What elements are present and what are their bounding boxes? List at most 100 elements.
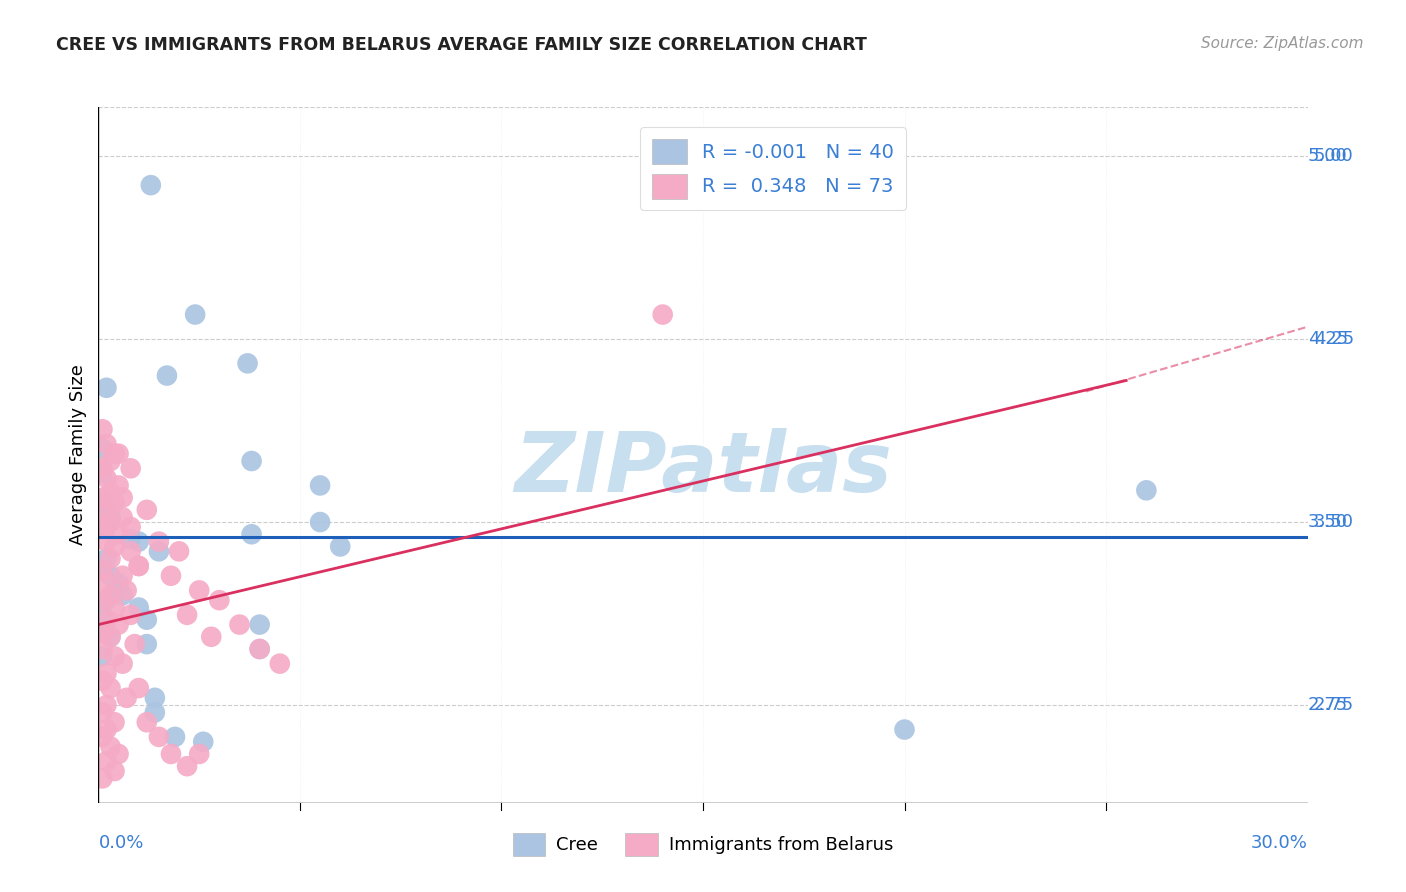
Point (160, 747, 183, 761)
Point (135, 637, 157, 651)
Point (188, 583, 211, 598)
Point (143, 706, 166, 720)
Point (156, 368, 179, 383)
Point (148, 730, 170, 744)
Point (96, 613, 118, 627)
Point (249, 642, 271, 657)
Point (249, 642, 271, 657)
Point (103, 649, 125, 664)
Point (120, 544, 142, 558)
Point (240, 454, 263, 468)
Point (96, 471, 118, 485)
Point (100, 515, 122, 529)
Point (167, 544, 190, 558)
Point (103, 447, 125, 461)
Point (91, 649, 114, 664)
Point (96, 520, 118, 534)
Point (96, 381, 118, 395)
Point (100, 454, 122, 468)
Point (91, 491, 114, 505)
Point (1135, 483, 1157, 498)
Point (91, 706, 114, 720)
Point (111, 588, 134, 602)
Point (96, 593, 118, 607)
Point (236, 356, 259, 370)
Point (269, 657, 291, 671)
Point (96, 754, 118, 768)
Text: 2.75: 2.75 (1308, 696, 1348, 714)
Point (91, 564, 114, 578)
Point (128, 559, 150, 574)
Point (96, 437, 118, 451)
Point (240, 527, 263, 541)
Point (100, 739, 122, 754)
Point (135, 715, 157, 730)
Legend: Cree, Immigrants from Belarus: Cree, Immigrants from Belarus (506, 826, 900, 863)
Point (128, 559, 150, 574)
Point (651, 308, 673, 322)
Text: ZIPatlas: ZIPatlas (515, 428, 891, 509)
Point (107, 527, 129, 541)
Point (91, 461, 114, 475)
Point (91, 495, 114, 509)
Text: 0.0%: 0.0% (98, 834, 143, 852)
Point (100, 588, 122, 602)
Text: 30.0%: 30.0% (1251, 834, 1308, 852)
Point (163, 730, 186, 744)
Point (200, 630, 222, 644)
Point (103, 495, 125, 509)
Point (96, 624, 118, 639)
Point (100, 551, 122, 566)
Point (309, 515, 332, 529)
Point (91, 624, 114, 639)
Point (103, 764, 125, 778)
Point (96, 723, 118, 737)
Point (107, 576, 129, 591)
Point (148, 544, 170, 558)
Point (100, 630, 122, 644)
Point (128, 600, 150, 615)
Point (96, 576, 118, 591)
Point (96, 503, 118, 517)
Point (184, 308, 207, 322)
Point (91, 772, 114, 786)
Text: CREE VS IMMIGRANTS FROM BELARUS AVERAGE FAMILY SIZE CORRELATION CHART: CREE VS IMMIGRANTS FROM BELARUS AVERAGE … (56, 36, 868, 54)
Point (91, 730, 114, 744)
Point (309, 478, 332, 492)
Point (107, 747, 129, 761)
Point (188, 747, 211, 761)
Point (111, 491, 134, 505)
Point (115, 583, 138, 598)
Point (176, 607, 198, 622)
Text: 5.00: 5.00 (1308, 147, 1347, 165)
Text: 3.50: 3.50 (1308, 513, 1347, 531)
Point (100, 681, 122, 695)
Point (100, 485, 122, 500)
Point (228, 617, 250, 632)
Point (128, 534, 150, 549)
Point (143, 690, 166, 705)
Point (111, 657, 134, 671)
Point (91, 593, 114, 607)
Point (91, 673, 114, 688)
Point (91, 442, 114, 456)
Point (120, 461, 142, 475)
Point (100, 510, 122, 524)
Text: Source: ZipAtlas.com: Source: ZipAtlas.com (1201, 36, 1364, 51)
Point (100, 630, 122, 644)
Text: 3.50: 3.50 (1313, 513, 1354, 531)
Point (139, 178, 162, 193)
Point (120, 607, 142, 622)
Point (135, 613, 157, 627)
Y-axis label: Average Family Size: Average Family Size (69, 365, 87, 545)
Point (128, 681, 150, 695)
Point (329, 540, 352, 554)
Point (107, 478, 129, 492)
Point (100, 568, 122, 582)
Point (249, 617, 271, 632)
Point (96, 534, 118, 549)
Point (91, 564, 114, 578)
Point (111, 568, 134, 582)
Point (96, 551, 118, 566)
Text: 4.25: 4.25 (1308, 330, 1348, 348)
